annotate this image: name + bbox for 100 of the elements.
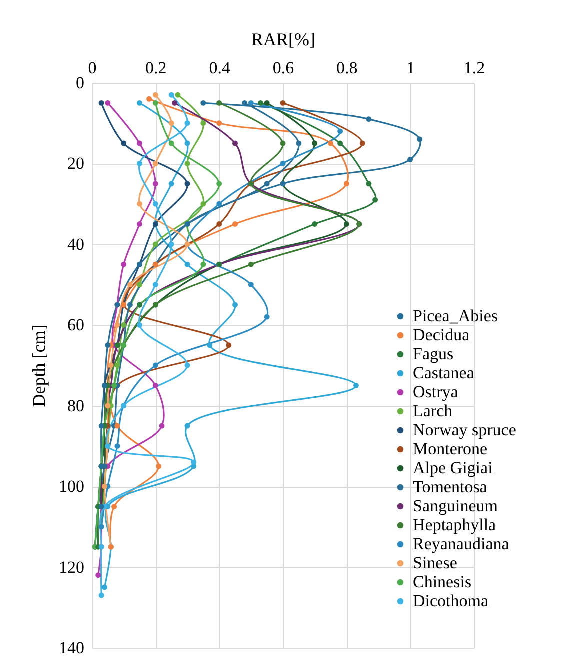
point bbox=[408, 156, 414, 162]
point bbox=[207, 342, 213, 348]
x-tick-label: 0.8 bbox=[336, 58, 358, 78]
legend-label: Heptaphylla bbox=[413, 516, 497, 534]
legend-label: Larch bbox=[413, 402, 454, 420]
point bbox=[216, 201, 222, 207]
point bbox=[200, 262, 206, 268]
y-tick-label: 100 bbox=[59, 477, 84, 496]
point bbox=[328, 140, 334, 146]
x-axis-title: RAR[%] bbox=[252, 30, 316, 50]
y-tick-label: 80 bbox=[68, 396, 84, 416]
point bbox=[280, 100, 286, 106]
point bbox=[344, 181, 350, 187]
legend-label: Dicothoma bbox=[413, 592, 489, 610]
point bbox=[96, 572, 102, 578]
point bbox=[248, 100, 254, 106]
legend-label: Reyanaudiana bbox=[413, 534, 510, 554]
point bbox=[105, 403, 111, 409]
point bbox=[168, 181, 174, 187]
point bbox=[121, 322, 127, 328]
point bbox=[338, 128, 344, 134]
point bbox=[102, 584, 108, 590]
point bbox=[338, 140, 344, 146]
point bbox=[137, 282, 142, 288]
point bbox=[152, 201, 158, 207]
legend-label: Ostrya bbox=[413, 382, 459, 402]
point bbox=[264, 314, 270, 320]
point bbox=[184, 362, 190, 368]
point bbox=[191, 460, 197, 466]
point bbox=[152, 382, 158, 388]
point bbox=[312, 140, 318, 146]
point bbox=[152, 160, 158, 166]
point bbox=[184, 262, 190, 268]
point bbox=[168, 92, 174, 98]
point bbox=[242, 100, 248, 106]
y-tick-label: 60 bbox=[68, 316, 84, 335]
legend-label: Tomentosa bbox=[413, 478, 488, 496]
point bbox=[108, 362, 114, 368]
point bbox=[156, 464, 162, 470]
point bbox=[184, 423, 190, 429]
point bbox=[121, 140, 127, 146]
x-tick-label: 0.6 bbox=[272, 58, 294, 78]
point bbox=[312, 222, 318, 227]
point bbox=[366, 181, 372, 187]
point bbox=[137, 201, 142, 207]
point bbox=[137, 100, 142, 106]
point bbox=[353, 382, 359, 388]
point bbox=[280, 140, 286, 146]
point bbox=[172, 100, 178, 106]
legend-label: Norway spruce bbox=[413, 420, 516, 440]
point bbox=[127, 302, 133, 308]
point bbox=[232, 140, 238, 146]
legend-label: Chinesis bbox=[413, 572, 472, 592]
x-tick-label: 1 bbox=[406, 58, 416, 78]
point bbox=[360, 140, 366, 146]
point bbox=[184, 140, 190, 146]
point bbox=[258, 100, 264, 106]
y-axis-title: Depth [cm] bbox=[29, 324, 49, 408]
point bbox=[200, 120, 206, 126]
point bbox=[121, 262, 127, 268]
legend-label: Picea_Abies bbox=[413, 306, 498, 326]
point bbox=[344, 222, 350, 227]
x-tick-label: 0.2 bbox=[146, 58, 167, 78]
point bbox=[152, 181, 158, 187]
point bbox=[137, 222, 142, 227]
point bbox=[112, 504, 118, 510]
point bbox=[114, 423, 120, 429]
point bbox=[168, 242, 174, 248]
point bbox=[184, 181, 190, 187]
point bbox=[112, 382, 118, 388]
point bbox=[184, 120, 190, 126]
point bbox=[280, 160, 286, 166]
x-tick-label: 0.4 bbox=[209, 58, 231, 78]
point bbox=[152, 242, 158, 248]
legend-label: Sanguineum bbox=[413, 496, 498, 516]
point bbox=[200, 201, 206, 207]
point bbox=[216, 222, 222, 227]
point bbox=[216, 100, 222, 106]
point bbox=[264, 181, 270, 187]
y-tick-label: 40 bbox=[68, 234, 84, 254]
point bbox=[168, 120, 174, 126]
legend-label: Monterone bbox=[413, 440, 488, 458]
point bbox=[146, 96, 152, 102]
point bbox=[152, 362, 158, 368]
point bbox=[264, 100, 270, 106]
point bbox=[105, 342, 111, 348]
legend-label: Castanea bbox=[413, 364, 475, 382]
point bbox=[114, 322, 120, 328]
point bbox=[372, 197, 378, 203]
point bbox=[98, 100, 104, 106]
point bbox=[168, 140, 174, 146]
point bbox=[232, 302, 238, 308]
point bbox=[159, 423, 165, 429]
x-tick-label: 0 bbox=[88, 58, 97, 78]
point bbox=[248, 262, 254, 268]
point bbox=[226, 342, 232, 348]
point bbox=[105, 100, 111, 106]
point bbox=[417, 136, 423, 142]
point bbox=[175, 92, 181, 98]
point bbox=[216, 181, 222, 187]
